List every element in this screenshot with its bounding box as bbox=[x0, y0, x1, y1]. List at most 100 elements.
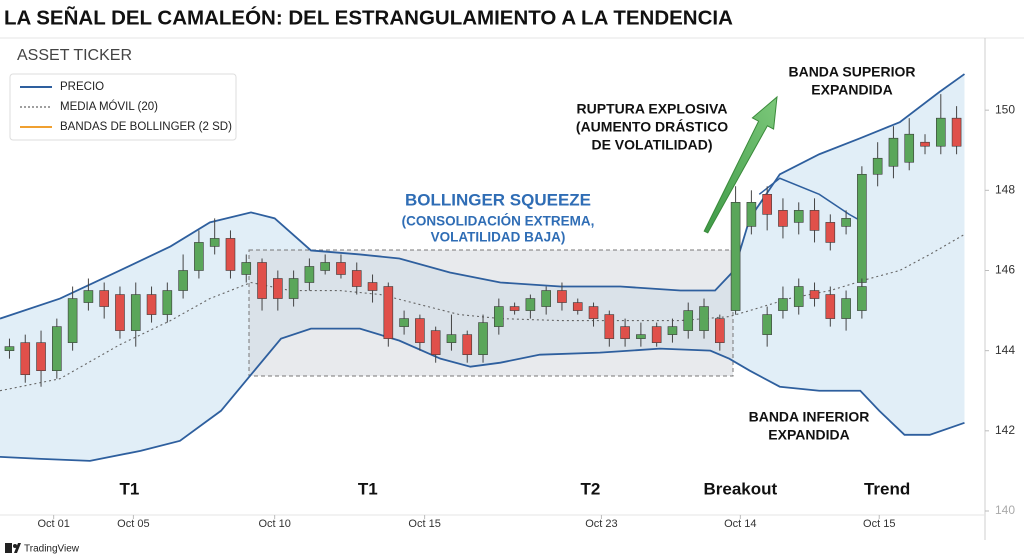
candle-body bbox=[888, 137, 899, 167]
y-tick-label: 140 bbox=[995, 503, 1015, 517]
squeeze-title: BOLLINGER SQUEEZE bbox=[405, 190, 591, 209]
candle-body bbox=[209, 238, 220, 247]
candle-body bbox=[683, 310, 694, 331]
moving-average bbox=[0, 233, 965, 392]
y-tick-label: 144 bbox=[995, 343, 1015, 357]
lower-band bbox=[0, 327, 965, 462]
candle-body bbox=[588, 306, 599, 319]
candle-body bbox=[67, 298, 78, 343]
candle-body bbox=[509, 306, 520, 311]
candle-body bbox=[257, 262, 267, 299]
candle-body bbox=[604, 314, 615, 339]
y-tick-label: 148 bbox=[995, 182, 1015, 196]
y-tick-label: 150 bbox=[995, 102, 1015, 116]
candle-body bbox=[20, 342, 31, 376]
logo-dot bbox=[13, 544, 17, 548]
axes: 140 142 144 146 148 150 Oct 01 Oct 05 Oct 10 Oct … bbox=[37, 102, 1015, 530]
legend-items: PRECIO MEDIA MÓVIL (20) BANDAS DE BOLLINGE… bbox=[20, 81, 232, 133]
candle-body bbox=[541, 290, 551, 307]
candle-body bbox=[36, 342, 46, 371]
band-fill bbox=[0, 74, 965, 461]
candle-body bbox=[162, 290, 173, 315]
ticker: ASSET TICKER bbox=[17, 47, 132, 64]
candle-body bbox=[83, 290, 94, 303]
candle-body bbox=[699, 306, 709, 331]
candle-body bbox=[557, 290, 567, 303]
legend: PRECIO MEDIA MÓVIL (20) BANDAS DE BOLLINGE… bbox=[9, 73, 237, 141]
legend-label: PRECIO bbox=[60, 81, 104, 93]
candle-body bbox=[572, 302, 583, 311]
candle-body bbox=[809, 290, 820, 299]
candle-body bbox=[288, 278, 299, 299]
candle-body bbox=[446, 334, 457, 343]
candle-body bbox=[304, 266, 315, 283]
candle-body bbox=[778, 210, 788, 227]
candle-body bbox=[241, 262, 252, 275]
upper-band-inner bbox=[758, 177, 864, 224]
candle-body bbox=[841, 298, 851, 319]
upper-band-note: EXPANDIDA bbox=[811, 82, 892, 98]
candle-body bbox=[351, 270, 362, 287]
phase-label: T2 bbox=[580, 479, 600, 498]
lower-band-note: BANDA INFERIOR bbox=[749, 409, 870, 425]
band-lines bbox=[0, 73, 966, 462]
squeeze-box bbox=[248, 249, 734, 377]
logo-mark bbox=[14, 543, 21, 553]
upper-band-note: BANDA SUPERIOR bbox=[788, 64, 915, 80]
candle-body bbox=[857, 173, 867, 283]
x-tick-label: Oct 15 bbox=[408, 518, 440, 530]
candle-body bbox=[146, 294, 157, 315]
candle-body bbox=[920, 141, 930, 147]
candle-body bbox=[951, 117, 962, 147]
candle-body bbox=[52, 326, 62, 371]
candle-body bbox=[762, 314, 772, 335]
candles bbox=[4, 94, 962, 387]
candle-body bbox=[367, 282, 378, 291]
y-tick-label: 146 bbox=[995, 263, 1015, 277]
band-area bbox=[0, 74, 965, 461]
candle-body bbox=[399, 318, 409, 327]
chart-title: LA SEÑAL DEL CAMALEÓN: DEL ESTRANGULAMIE… bbox=[4, 5, 733, 29]
candle-body bbox=[336, 262, 346, 275]
legend-label: BANDAS DE BOLLINGER (2 SD) bbox=[60, 121, 232, 133]
candle-body bbox=[872, 157, 883, 175]
candle-body bbox=[430, 330, 441, 355]
squeeze-note: VOLATILIDAD BAJA) bbox=[431, 230, 566, 245]
phase-label: Trend bbox=[864, 479, 910, 498]
legend-box bbox=[9, 73, 237, 141]
phase-label: T1 bbox=[358, 479, 378, 498]
candle-body bbox=[620, 326, 630, 339]
candle-body bbox=[178, 270, 188, 291]
x-tick-label: Oct 15 bbox=[863, 518, 895, 530]
candle-body bbox=[415, 318, 425, 343]
squeeze-note: (CONSOLIDACIÓN EXTREMA, bbox=[402, 214, 595, 229]
candle-body bbox=[667, 326, 678, 335]
lower-band-note: EXPANDIDA bbox=[768, 427, 849, 443]
candle-body bbox=[99, 290, 109, 307]
candle-body bbox=[904, 133, 915, 163]
candle-body bbox=[715, 318, 725, 343]
candle-body bbox=[841, 218, 851, 227]
candle-body bbox=[746, 202, 757, 227]
candle-body bbox=[494, 306, 504, 327]
phase-label: Breakout bbox=[703, 479, 777, 498]
candle-body bbox=[194, 242, 204, 271]
candle-body bbox=[651, 326, 662, 343]
breakout-note: RUPTURA EXPLOSIVA bbox=[577, 101, 728, 117]
candle-body bbox=[636, 334, 646, 339]
candle-body bbox=[825, 222, 836, 243]
candle-body bbox=[778, 298, 788, 311]
candle-body bbox=[115, 294, 125, 331]
candle-body bbox=[762, 194, 772, 215]
candle-body bbox=[273, 278, 283, 299]
candle-body bbox=[478, 322, 488, 355]
footer-text: TradingView bbox=[24, 544, 80, 555]
candle-body bbox=[936, 117, 946, 147]
y-tick-label: 142 bbox=[995, 423, 1015, 437]
candle-body bbox=[383, 286, 394, 339]
candle-body bbox=[130, 294, 141, 331]
logo-mark bbox=[5, 543, 12, 553]
legend-label: MEDIA MÓVIL (20) bbox=[60, 100, 158, 113]
candle-body bbox=[225, 238, 236, 271]
